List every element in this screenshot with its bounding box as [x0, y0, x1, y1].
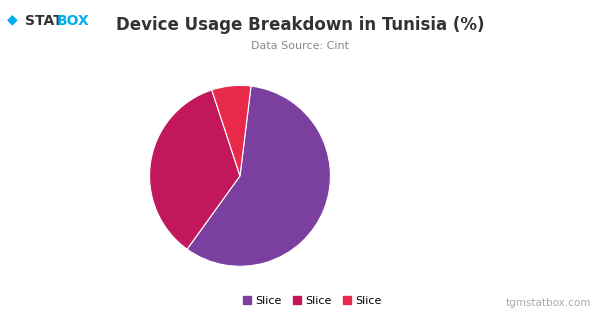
- Text: tgmstatbox.com: tgmstatbox.com: [506, 298, 591, 308]
- Text: STAT: STAT: [25, 14, 63, 28]
- Wedge shape: [212, 85, 251, 176]
- Text: Data Source: Cint: Data Source: Cint: [251, 41, 349, 51]
- Text: Device Usage Breakdown in Tunisia (%): Device Usage Breakdown in Tunisia (%): [116, 16, 484, 34]
- Legend: Slice, Slice, Slice: Slice, Slice, Slice: [239, 292, 386, 311]
- Wedge shape: [149, 90, 240, 249]
- Text: ◆: ◆: [7, 13, 18, 27]
- Text: BOX: BOX: [57, 14, 90, 28]
- Wedge shape: [187, 86, 331, 266]
